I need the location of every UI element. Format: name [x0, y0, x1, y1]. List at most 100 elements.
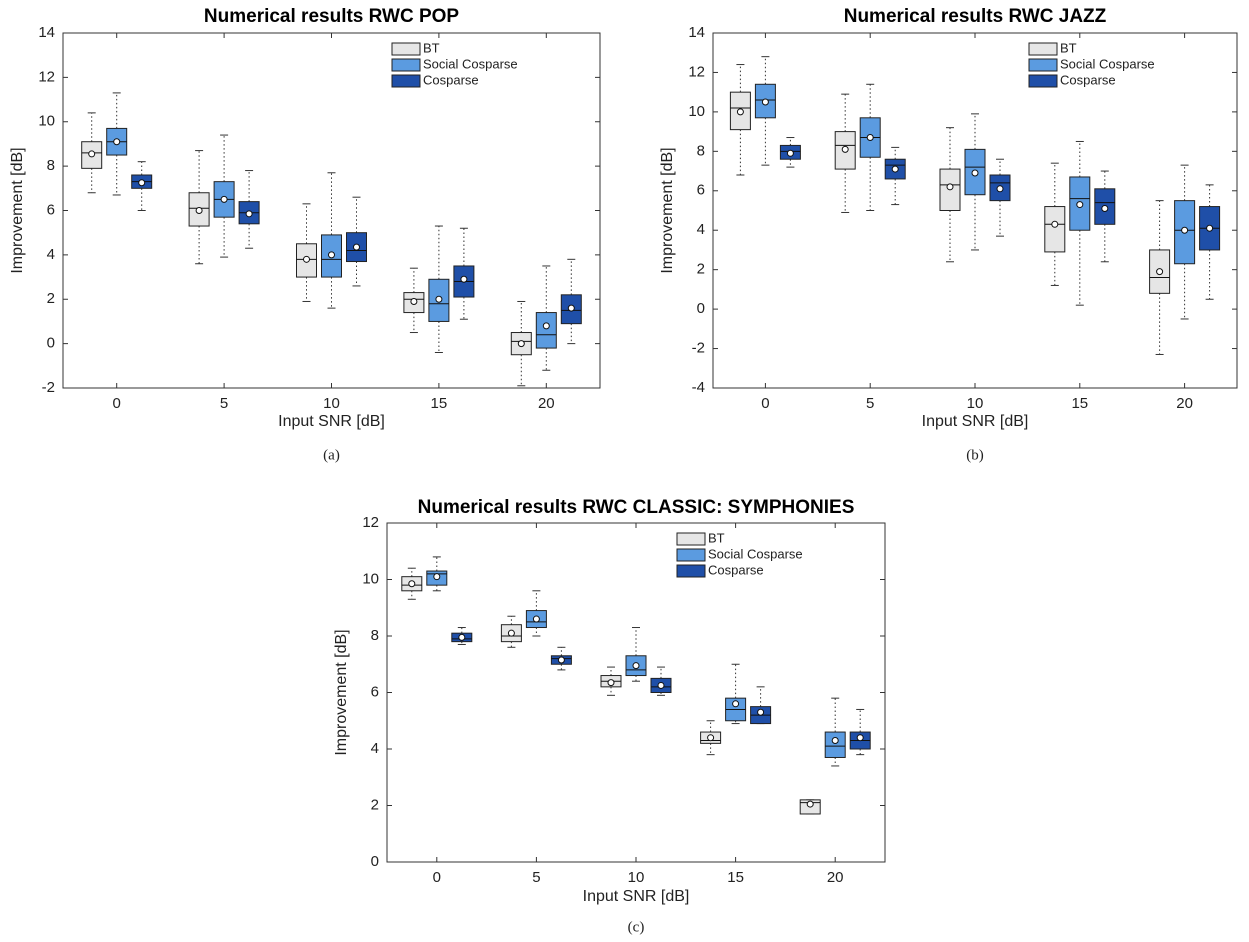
legend-label: Cosparse — [708, 562, 764, 577]
box-group — [403, 267, 425, 334]
y-tick-label: 12 — [362, 514, 379, 531]
y-tick-label: 10 — [38, 113, 55, 130]
legend-swatch — [1028, 58, 1058, 72]
box-group — [535, 265, 557, 371]
legend-swatch — [391, 58, 421, 72]
box-group — [964, 113, 986, 251]
mean-marker — [707, 734, 715, 742]
y-tick-label: 8 — [371, 627, 379, 644]
y-tick-label: 0 — [47, 335, 55, 352]
mean-marker — [435, 295, 443, 303]
mean-marker — [856, 734, 864, 742]
legend-label: Social Cosparse — [423, 56, 518, 71]
mean-marker — [1076, 201, 1084, 209]
mean-marker — [410, 297, 418, 305]
mean-marker — [517, 340, 525, 348]
mean-marker — [607, 679, 615, 687]
legend-swatch — [1028, 42, 1058, 56]
y-tick-label: 8 — [47, 157, 55, 174]
box-group — [525, 590, 547, 637]
legend-swatch — [391, 42, 421, 56]
mean-marker — [1206, 224, 1214, 232]
box-group — [834, 93, 856, 213]
box-group — [725, 663, 747, 725]
x-tick-label: 0 — [113, 395, 121, 412]
y-tick-label: 8 — [697, 142, 705, 159]
y-tick-label: 2 — [371, 796, 379, 813]
box-group — [1094, 170, 1116, 263]
box-group — [401, 567, 423, 600]
mean-marker — [841, 145, 849, 153]
mean-marker — [433, 573, 441, 581]
mean-marker — [113, 138, 121, 146]
legend-label: Cosparse — [423, 72, 479, 87]
mean-marker — [1181, 226, 1189, 234]
mean-marker — [657, 681, 665, 689]
plot-frame — [62, 32, 601, 389]
mean-marker — [757, 708, 765, 716]
caption: (b) — [966, 447, 984, 463]
x-tick-label: 20 — [827, 869, 844, 886]
box-group — [650, 666, 672, 696]
x-tick-label: 0 — [433, 869, 441, 886]
x-axis-label: Input SNR [dB] — [278, 413, 385, 430]
mean-marker — [891, 165, 899, 173]
mean-marker — [245, 210, 253, 218]
mean-marker — [1156, 268, 1164, 276]
y-tick-label: -2 — [692, 340, 705, 357]
mean-marker — [971, 169, 979, 177]
box — [824, 731, 846, 758]
box-group — [346, 196, 367, 287]
legend-label: Social Cosparse — [708, 546, 803, 561]
legend-label: BT — [423, 40, 440, 55]
box-group — [600, 666, 622, 696]
mean-marker — [138, 179, 146, 187]
x-tick-label: 15 — [1071, 395, 1088, 412]
legend-swatch — [1028, 74, 1058, 88]
plot-frame — [712, 32, 1238, 389]
box-group — [188, 150, 210, 265]
mean-marker — [806, 800, 814, 808]
box-group — [849, 708, 871, 756]
legend-swatch — [676, 548, 706, 562]
box-group — [1069, 140, 1091, 306]
mean-marker — [1051, 220, 1059, 228]
mean-marker — [88, 150, 96, 158]
y-tick-label: 4 — [697, 221, 705, 238]
y-tick-label: 12 — [688, 63, 705, 80]
box — [535, 312, 557, 349]
mean-marker — [866, 134, 874, 142]
x-tick-label: 10 — [323, 395, 340, 412]
box-group — [1044, 162, 1066, 286]
box-group — [500, 615, 522, 648]
chart-title: Numerical results RWC POP — [204, 6, 460, 27]
y-axis-label: Improvement [dB] — [659, 147, 676, 273]
box-group — [510, 300, 532, 387]
y-axis-label: Improvement [dB] — [333, 629, 350, 755]
y-tick-label: 10 — [362, 570, 379, 587]
box-group — [296, 203, 317, 302]
y-tick-label: 6 — [47, 201, 55, 218]
box-group — [754, 56, 776, 166]
box-group — [1199, 184, 1221, 300]
mean-marker — [736, 108, 744, 116]
mean-marker — [353, 243, 360, 251]
x-tick-label: 10 — [967, 395, 984, 412]
box-group — [799, 799, 821, 815]
box-group — [428, 225, 450, 353]
box-group — [131, 161, 153, 211]
y-tick-label: 0 — [697, 300, 705, 317]
mean-marker — [567, 304, 575, 312]
y-tick-label: 2 — [47, 290, 55, 307]
box-group — [426, 556, 448, 592]
y-tick-label: 6 — [371, 683, 379, 700]
box-group — [106, 92, 128, 196]
mean-marker — [1101, 205, 1109, 213]
x-tick-label: 20 — [1176, 395, 1193, 412]
y-tick-label: -4 — [692, 379, 705, 396]
x-tick-label: 5 — [532, 869, 540, 886]
legend-label: Cosparse — [1060, 72, 1116, 87]
box-group — [700, 720, 722, 756]
box-group — [779, 137, 801, 168]
